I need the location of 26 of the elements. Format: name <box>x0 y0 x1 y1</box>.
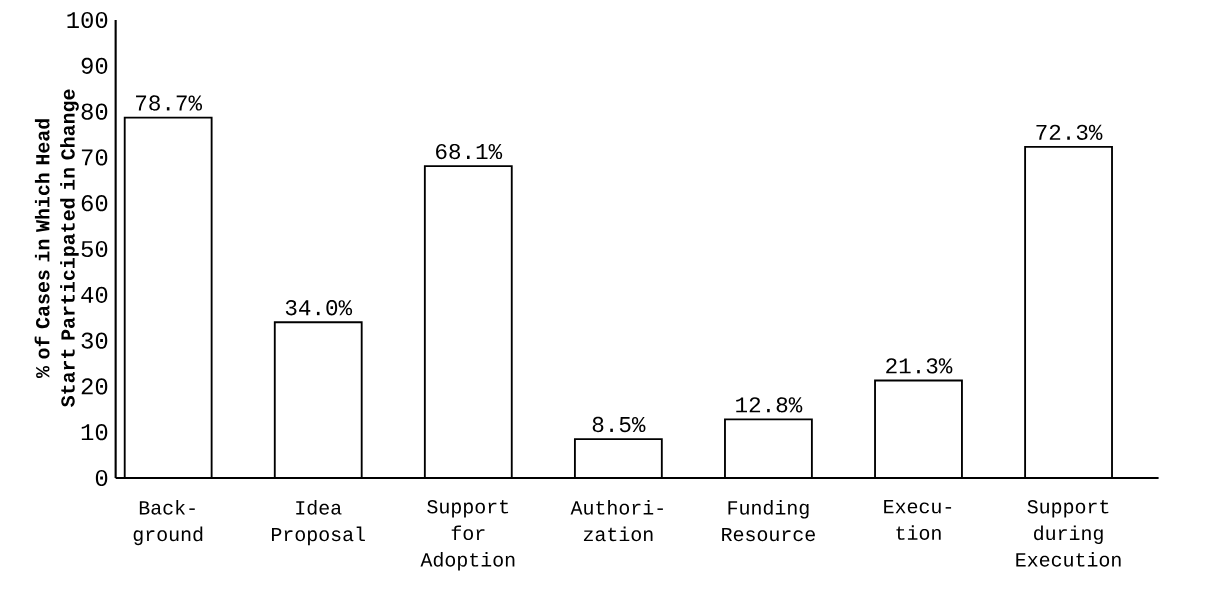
x-tick-label: Execu- tion <box>884 500 952 540</box>
y-tick-label: 70 <box>81 149 108 166</box>
y-tick-label: 40 <box>81 286 108 303</box>
y-tick-label: 100 <box>67 11 108 29</box>
y-tick-label: 0 <box>95 469 108 487</box>
y-tick-label: 80 <box>81 103 108 120</box>
x-tick-label: Idea Proposal <box>272 500 365 546</box>
y-tick-label: 10 <box>81 424 108 441</box>
x-tick-label: Back- ground <box>133 500 203 546</box>
y-tick-label: 90 <box>81 57 108 74</box>
y-tick-label: 20 <box>81 378 108 395</box>
y-tick-label: 50 <box>81 240 108 258</box>
data-label: 68.1% <box>436 143 503 160</box>
data-label: 34.0% <box>285 300 353 316</box>
x-tick-label: Funding Resource <box>722 500 815 542</box>
data-label: 72.3% <box>1036 124 1103 141</box>
data-label: 12.8% <box>736 397 803 413</box>
data-label: 21.3% <box>886 358 953 374</box>
x-tick-label: Authori- zation <box>570 500 663 542</box>
data-label: 8.5% <box>592 416 646 433</box>
x-tick-label: Support for Adoption <box>420 500 515 571</box>
x-tick-label: Support during Execution <box>1016 500 1121 567</box>
y-tick-label: 30 <box>81 332 108 349</box>
y-axis-title: % of Cases in Which Head Start Participated in Change <box>34 89 79 407</box>
data-label: 78.7% <box>136 95 203 111</box>
y-tick-label: 60 <box>81 195 108 212</box>
